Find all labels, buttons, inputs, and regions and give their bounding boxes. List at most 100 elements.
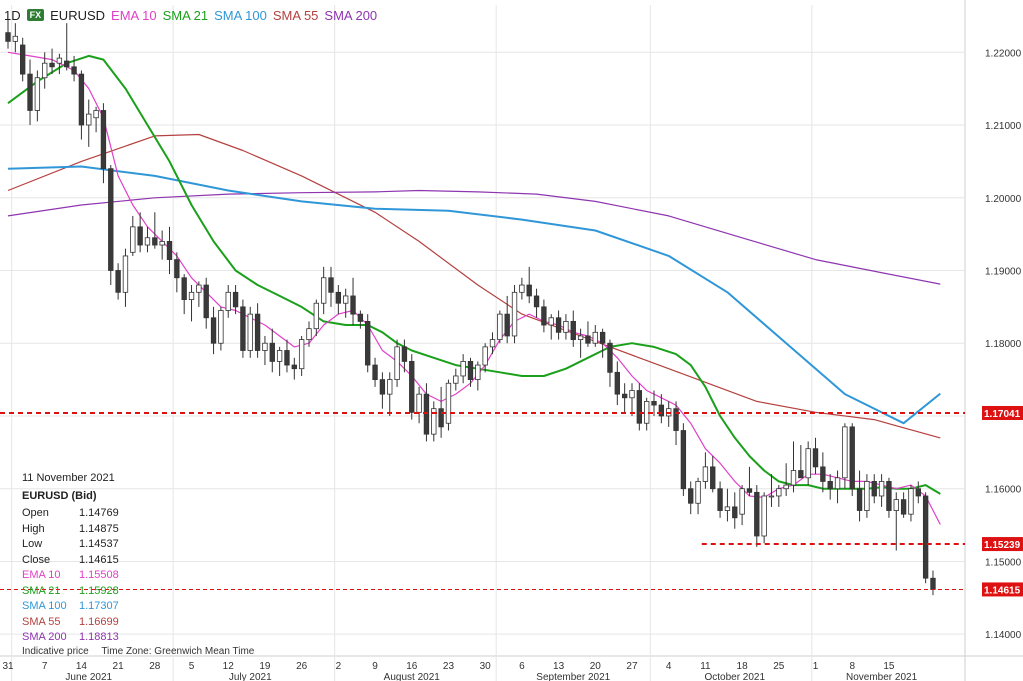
candle-up bbox=[482, 346, 488, 366]
symbol-label[interactable]: EURUSD bbox=[50, 7, 106, 23]
candle-down bbox=[541, 306, 547, 326]
candle-up bbox=[93, 110, 99, 119]
price-tag bbox=[982, 537, 1023, 552]
candle-up bbox=[497, 313, 503, 340]
candle-down bbox=[291, 364, 297, 370]
price-tag-label: 1.14615 bbox=[984, 585, 1021, 596]
x-tick-label: 23 bbox=[443, 661, 455, 672]
x-tick-label: 30 bbox=[480, 661, 492, 672]
candle-up bbox=[313, 302, 320, 330]
candle-down bbox=[812, 448, 819, 468]
price-tag-label: 1.15239 bbox=[984, 540, 1021, 551]
x-tick-label: 21 bbox=[113, 661, 125, 672]
candle-down bbox=[710, 466, 716, 490]
y-tick-label: 1.19000 bbox=[985, 266, 1022, 277]
x-tick-label: 25 bbox=[773, 661, 785, 672]
candle-up bbox=[34, 77, 41, 111]
candle-up bbox=[893, 499, 899, 511]
x-tick-label: 14 bbox=[76, 661, 88, 672]
candle-down bbox=[152, 237, 158, 246]
y-tick-label: 1.14000 bbox=[985, 630, 1022, 641]
price-tag bbox=[982, 405, 1023, 420]
candle-up bbox=[416, 393, 422, 413]
candle-down bbox=[717, 488, 723, 511]
month-label: September 2021 bbox=[536, 672, 610, 681]
indicator-sma55[interactable]: SMA 55 bbox=[272, 7, 319, 23]
info-label: SMA 200 bbox=[22, 631, 67, 643]
info-row-sma200: SMA 200 1.18813 bbox=[22, 630, 119, 646]
candle-down bbox=[820, 466, 826, 482]
candle-down bbox=[64, 60, 70, 68]
candle-down bbox=[115, 270, 121, 293]
candle-down bbox=[203, 284, 209, 319]
candle-down bbox=[365, 321, 371, 366]
candle-down bbox=[335, 291, 342, 304]
candle-down bbox=[922, 495, 929, 579]
fx-badge: FX bbox=[26, 9, 45, 21]
candle-up bbox=[790, 470, 797, 486]
candle-down bbox=[71, 66, 77, 75]
candle-up bbox=[761, 495, 767, 537]
candle-down bbox=[357, 313, 364, 322]
y-tick-label: 1.16000 bbox=[985, 485, 1022, 496]
y-tick-label: 1.21000 bbox=[985, 121, 1022, 132]
series-line-sma-21 bbox=[7, 54, 941, 495]
info-row-sma100: SMA 100 1.17307 bbox=[22, 599, 119, 615]
candle-up bbox=[196, 284, 202, 293]
y-tick-label: 1.22000 bbox=[985, 48, 1022, 59]
month-label: July 2021 bbox=[229, 672, 272, 681]
info-value: 1.15928 bbox=[79, 584, 119, 597]
interval-label[interactable]: 1D bbox=[4, 7, 21, 23]
candle-down bbox=[526, 284, 532, 297]
candle-up bbox=[563, 321, 569, 333]
candle-up bbox=[577, 335, 584, 340]
candle-down bbox=[827, 481, 833, 490]
candle-down bbox=[467, 361, 474, 380]
info-value: 1.17307 bbox=[79, 600, 119, 612]
candle-down bbox=[798, 470, 804, 479]
candle-up bbox=[768, 495, 775, 498]
x-tick-label: 5 bbox=[189, 661, 195, 672]
candle-down bbox=[585, 335, 591, 344]
x-tick-label: 19 bbox=[259, 661, 271, 672]
candle-up bbox=[188, 291, 195, 300]
candle-down bbox=[232, 291, 239, 308]
candle-down bbox=[900, 499, 907, 515]
candle-up bbox=[431, 408, 437, 435]
info-row-ema10: EMA 10 1.15508 bbox=[22, 568, 119, 584]
x-tick-label: 9 bbox=[372, 661, 378, 672]
candle-down bbox=[49, 62, 55, 68]
indicator-ema10[interactable]: EMA 10 bbox=[111, 7, 157, 23]
x-tick-label: 11 bbox=[700, 661, 711, 672]
candle-down bbox=[181, 277, 187, 300]
candle-up bbox=[225, 291, 231, 311]
x-tick-label: 1 bbox=[813, 661, 819, 672]
candle-up bbox=[908, 488, 914, 515]
candle-up bbox=[805, 448, 811, 479]
chart-header: 1D FX EURUSD EMA 10 SMA 21 SMA 100 SMA 5… bbox=[4, 4, 377, 26]
indicator-sma100[interactable]: SMA 100 bbox=[214, 7, 267, 23]
info-row-sma21: SMA 21 1.15928 bbox=[22, 584, 119, 600]
candle-up bbox=[519, 284, 525, 293]
month-label: August 2021 bbox=[384, 672, 441, 681]
info-label: Close bbox=[22, 553, 51, 566]
ohlc-info-panel: 11 November 2021 EURUSD (Bid) Open 1.1476… bbox=[22, 471, 119, 646]
candle-down bbox=[108, 168, 114, 271]
indicator-sma21[interactable]: SMA 21 bbox=[162, 7, 209, 23]
candle-down bbox=[570, 321, 576, 340]
info-value: 1.16699 bbox=[79, 615, 119, 628]
candle-up bbox=[12, 35, 19, 42]
candle-down bbox=[688, 488, 694, 504]
candle-up bbox=[453, 375, 459, 384]
timezone-note: Time Zone: Greenwich Mean Time bbox=[101, 646, 255, 657]
indicator-sma200[interactable]: SMA 200 bbox=[324, 7, 378, 23]
candle-down bbox=[915, 488, 921, 497]
price-tag bbox=[982, 582, 1023, 597]
candle-down bbox=[5, 32, 11, 42]
info-title: EURUSD (Bid) bbox=[22, 489, 97, 502]
info-value: 1.18813 bbox=[79, 631, 119, 643]
candle-down bbox=[886, 481, 892, 511]
info-label: EMA 10 bbox=[22, 569, 61, 581]
info-value: 1.15508 bbox=[79, 569, 119, 581]
